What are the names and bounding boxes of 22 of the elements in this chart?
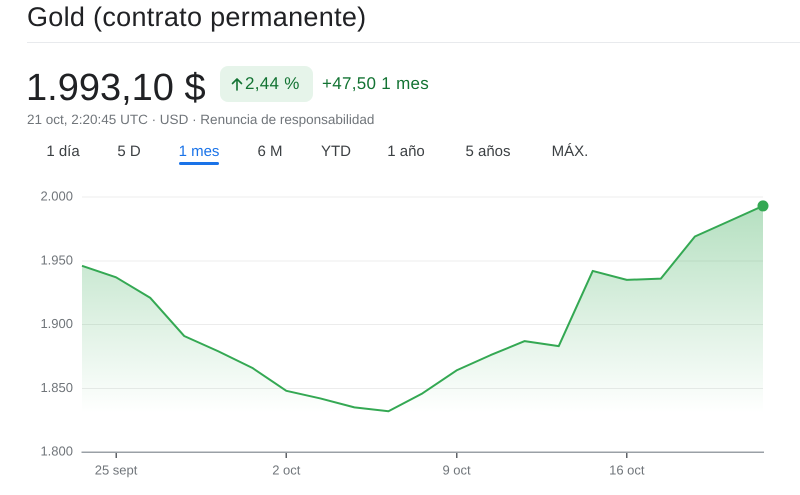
text: +47,50 1 mes <box>322 73 430 94</box>
text: 1 día <box>46 143 80 161</box>
text: 6 M <box>257 143 283 161</box>
text: 5 D <box>117 143 141 161</box>
text: MÁX. <box>552 143 588 161</box>
y-tick-label: 1.900 <box>40 316 73 332</box>
text: 1.993,10 $ <box>26 66 206 110</box>
text: YTD <box>321 143 351 161</box>
x-tick-label: 16 oct <box>609 462 645 478</box>
y-tick-label: 1.800 <box>40 444 73 459</box>
chart-subtitle: 21 oct, 2:20:45 UTC · USD · Renuncia de responsabilidad <box>27 111 374 128</box>
text: 1 mes <box>178 143 220 161</box>
x-tick-label: 9 oct <box>442 462 472 478</box>
text: 1 año <box>387 143 425 161</box>
y-tick-label: 1.950 <box>40 252 73 268</box>
y-tick-label: 2.000 <box>40 188 73 204</box>
chart-title: Gold (contrato permanente) <box>27 1 366 33</box>
text: 2,44 % <box>245 73 300 94</box>
x-tick-label: 2 oct <box>272 462 301 478</box>
y-tick-label: 1.850 <box>40 380 73 395</box>
text: 5 años <box>465 143 511 161</box>
x-tick-label: 25 sept <box>94 462 138 478</box>
